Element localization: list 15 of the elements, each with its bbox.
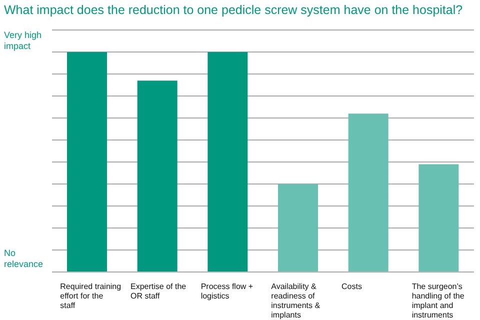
- bar: [348, 114, 388, 272]
- text: Very high impact: [4, 30, 43, 52]
- x-tick-label: Required training effort for the staff: [60, 282, 122, 310]
- x-tick-label: Availability & readiness of instruments & implants: [271, 282, 321, 320]
- text: No relevance: [4, 248, 44, 270]
- bar: [278, 184, 318, 272]
- x-tick-label: Expertise of the OR staff: [130, 282, 187, 300]
- bar: [208, 52, 248, 272]
- bar: [418, 164, 459, 272]
- x-tick-label: The surgeon’s handling of the implant and instruments: [412, 282, 465, 320]
- chart-title: What impact does the reduction to one pedicle screw system have on the hospital?: [3, 2, 464, 19]
- bar: [137, 80, 178, 272]
- bar: [67, 52, 107, 272]
- x-tick-label: Process flow + logistics: [200, 282, 254, 300]
- x-tick-label: Costs: [342, 282, 362, 291]
